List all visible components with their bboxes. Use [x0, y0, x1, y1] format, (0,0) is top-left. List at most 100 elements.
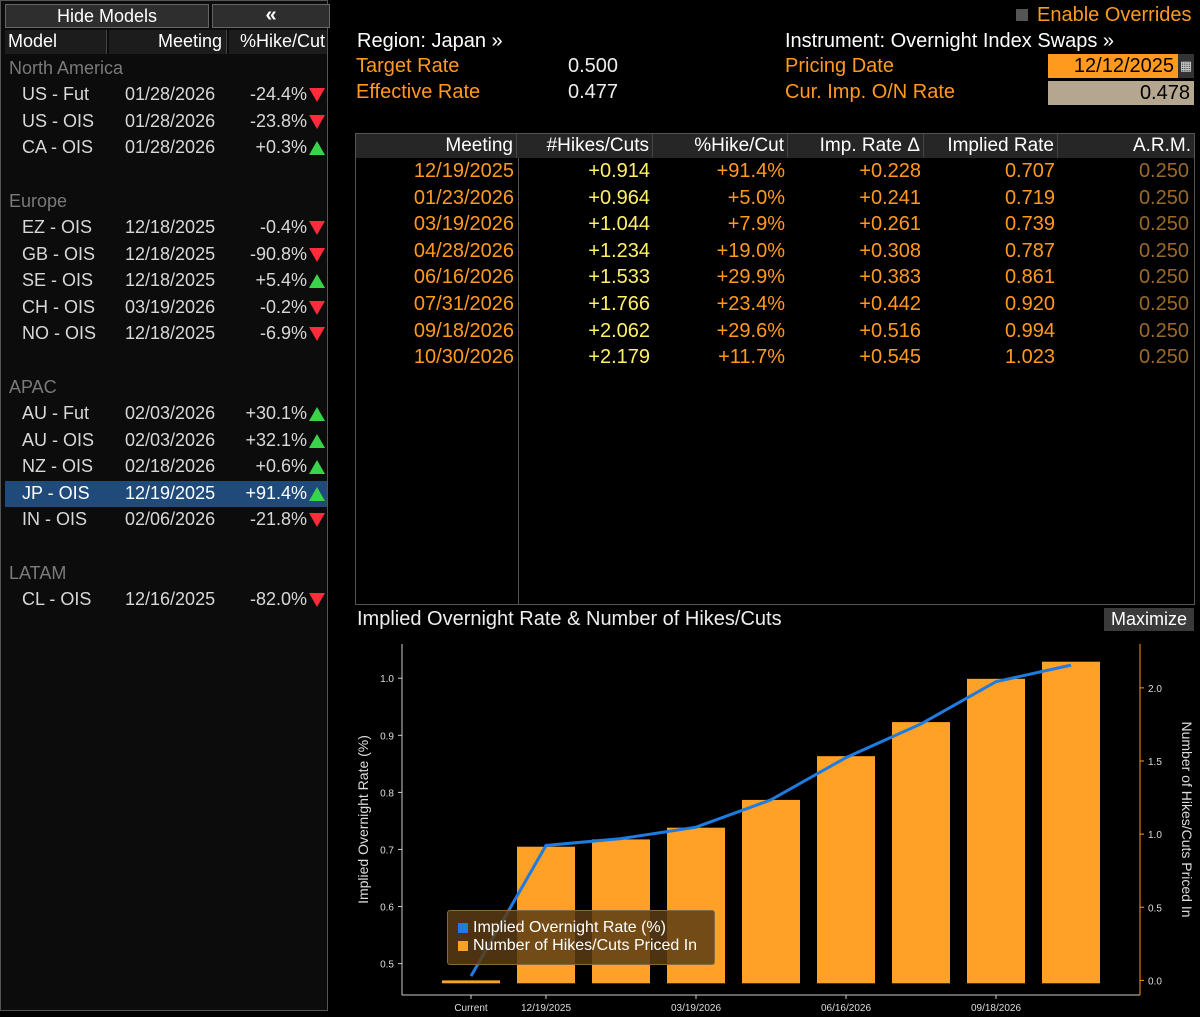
cell-imp-rate-delta: +0.261 — [859, 213, 921, 236]
target-rate-value: 0.500 — [568, 55, 619, 77]
arrow-down-icon — [309, 593, 325, 607]
cell-arm: 0.250 — [1138, 293, 1189, 315]
column-header-implied-rate[interactable]: Implied Rate — [926, 134, 1058, 158]
model-pct-hike-cut: -23.8% — [249, 110, 307, 131]
table-row[interactable]: 03/19/2026 +1.044 +7.9% +0.261 0.739 0.250 — [356, 212, 1194, 238]
cell-arm: 0.250 — [1138, 186, 1189, 209]
effective-rate-label: Effective Rate — [356, 81, 481, 103]
arrow-down-icon — [309, 327, 325, 342]
model-row[interactable]: US - OIS 01/28/2026 -23.8% — [5, 109, 327, 135]
model-pct-hike-cut: +91.4% — [245, 482, 307, 503]
column-header-pct-hike-cut[interactable]: %Hike/Cut — [655, 134, 788, 158]
table-row[interactable]: 09/18/2026 +2.062 +29.6% +0.516 0.994 0.250 — [356, 319, 1194, 345]
cell-imp-rate-delta: +0.228 — [859, 160, 921, 182]
cell-meeting-date: 07/31/2026 — [413, 293, 514, 315]
model-row[interactable]: NO - OIS 12/18/2025 -6.9% — [5, 321, 327, 347]
calendar-icon[interactable]: ▦ — [1178, 54, 1194, 78]
hide-models-button[interactable]: Hide Models — [5, 4, 209, 28]
legend-item-rate: Implied Overnight Rate (%) — [458, 919, 666, 937]
model-row[interactable]: SE - OIS 12/18/2025 +5.4% — [5, 268, 327, 294]
model-row[interactable]: CL - OIS 12/16/2025 -82.0% — [5, 587, 327, 613]
sidebar-toolbar: Hide Models « — [5, 4, 330, 28]
cell-pct-hike-cut: +5.0% — [727, 186, 785, 209]
column-header-hikes-cuts[interactable]: #Hikes/Cuts — [519, 134, 653, 158]
pricing-date-input[interactable]: 12/12/2025 — [1048, 54, 1178, 78]
cell-pct-hike-cut: +23.4% — [716, 293, 785, 315]
cell-hikes-cuts: +1.533 — [588, 266, 650, 289]
x-tick-label: Current — [454, 1003, 488, 1014]
sidebar-group-label: LATAM — [9, 563, 67, 583]
cell-arm: 0.250 — [1138, 213, 1189, 236]
model-meeting-date: 02/03/2026 — [125, 429, 216, 450]
model-row[interactable]: IN - OIS 02/06/2026 -21.8% — [5, 507, 327, 533]
sidebar-group-label: North America — [9, 58, 124, 78]
cell-hikes-cuts: +1.766 — [588, 293, 650, 315]
table-row[interactable]: 04/28/2026 +1.234 +19.0% +0.308 0.787 0.250 — [356, 239, 1194, 265]
arrow-up-icon — [309, 407, 325, 421]
cell-implied-rate: 0.920 — [1004, 293, 1055, 315]
cell-pct-hike-cut: +11.7% — [718, 346, 785, 369]
cell-meeting-date: 06/16/2026 — [413, 266, 514, 289]
enable-overrides-label[interactable]: Enable Overrides — [1037, 4, 1192, 26]
table-row[interactable]: 07/31/2026 +1.766 +23.4% +0.442 0.920 0.250 — [356, 292, 1194, 318]
line-implied-rate — [469, 663, 1072, 977]
model-row[interactable]: AU - Fut 02/03/2026 +30.1% — [5, 401, 327, 427]
cell-pct-hike-cut: +91.4% — [716, 160, 785, 182]
cell-imp-rate-delta: +0.545 — [859, 346, 921, 369]
arrow-down-icon — [309, 88, 325, 102]
cell-arm: 0.250 — [1138, 239, 1189, 262]
legend-item-hikes: Number of Hikes/Cuts Priced In — [458, 937, 697, 955]
model-row[interactable]: US - Fut 01/28/2026 -24.4% — [5, 82, 327, 108]
enable-overrides-checkbox[interactable] — [1016, 9, 1028, 21]
cell-meeting-date: 12/19/2025 — [413, 160, 514, 182]
cell-imp-rate-delta: +0.442 — [859, 293, 921, 315]
model-meeting-date: 01/28/2026 — [125, 84, 216, 104]
model-row[interactable]: GB - OIS 12/18/2025 -90.8% — [5, 242, 327, 268]
model-name: US - OIS — [22, 110, 95, 131]
table-row[interactable]: 12/19/2025 +0.914 +91.4% +0.228 0.707 0.250 — [356, 159, 1194, 185]
instrument-selector[interactable]: Instrument: Overnight Index Swaps » — [785, 30, 1115, 52]
cur-imp-rate-label: Cur. Imp. O/N Rate — [785, 81, 956, 103]
table-row[interactable]: 06/16/2026 +1.533 +29.9% +0.383 0.861 0.250 — [356, 265, 1194, 291]
x-tick-label: 09/18/2026 — [971, 1003, 1021, 1014]
sidebar-group-label: APAC — [9, 377, 57, 397]
maximize-button[interactable]: Maximize — [1104, 608, 1194, 631]
cell-hikes-cuts: +0.964 — [588, 186, 650, 209]
column-header-meeting[interactable]: Meeting — [109, 30, 227, 54]
column-divider — [518, 158, 519, 604]
model-name: NZ - OIS — [22, 456, 93, 477]
column-header-model[interactable]: Model — [5, 30, 107, 54]
model-row[interactable]: CH - OIS 03/19/2026 -0.2% — [5, 295, 327, 321]
pricing-date-label: Pricing Date — [785, 55, 894, 77]
model-row[interactable]: AU - OIS 02/03/2026 +32.1% — [5, 428, 327, 454]
cell-meeting-date: 09/18/2026 — [413, 319, 514, 342]
model-row[interactable]: JP - OIS 12/19/2025 +91.4% — [5, 480, 327, 507]
model-row[interactable]: NZ - OIS 02/18/2026 +0.6% — [5, 454, 327, 480]
model-row[interactable]: CA - OIS 01/28/2026 +0.3% — [5, 135, 327, 161]
cell-imp-rate-delta: +0.383 — [859, 266, 921, 289]
cell-arm: 0.250 — [1138, 266, 1189, 289]
model-meeting-date: 01/28/2026 — [125, 110, 216, 131]
model-row[interactable]: EZ - OIS 12/18/2025 -0.4% — [5, 215, 327, 241]
model-meeting-date: 12/18/2025 — [125, 217, 216, 237]
column-header-imp-rate-delta[interactable]: Imp. Rate Δ — [790, 134, 924, 158]
cell-hikes-cuts: +1.234 — [588, 239, 650, 262]
sidebar-group-label: Europe — [9, 191, 68, 211]
region-selector[interactable]: Region: Japan » — [357, 30, 503, 52]
column-header-meeting[interactable]: Meeting — [356, 134, 517, 158]
y-tick-label-left: 1.0 — [380, 674, 394, 685]
table-row[interactable]: 01/23/2026 +0.964 +5.0% +0.241 0.719 0.250 — [356, 186, 1194, 212]
chart-legend: Implied Overnight Rate (%) Number of Hik… — [447, 910, 715, 965]
table-row[interactable]: 10/30/2026 +2.179 +11.7% +0.545 1.023 0.250 — [356, 345, 1194, 371]
cell-pct-hike-cut: +29.6% — [716, 319, 785, 342]
column-header-arm[interactable]: A.R.M. — [1132, 135, 1191, 156]
meetings-table-header: Meeting #Hikes/Cuts %Hike/Cut Imp. Rate … — [356, 134, 1194, 158]
column-header-pct-hike-cut[interactable]: %Hike/Cut — [229, 30, 327, 54]
cell-hikes-cuts: +1.044 — [588, 213, 650, 236]
cur-imp-rate-input[interactable]: 0.478 — [1048, 81, 1194, 105]
model-pct-hike-cut: -0.2% — [259, 296, 307, 317]
bar-hikes-cuts — [817, 756, 875, 984]
collapse-sidebar-button[interactable]: « — [212, 4, 330, 28]
arrow-down-icon — [309, 221, 325, 235]
bar-hikes-cuts — [892, 722, 950, 984]
